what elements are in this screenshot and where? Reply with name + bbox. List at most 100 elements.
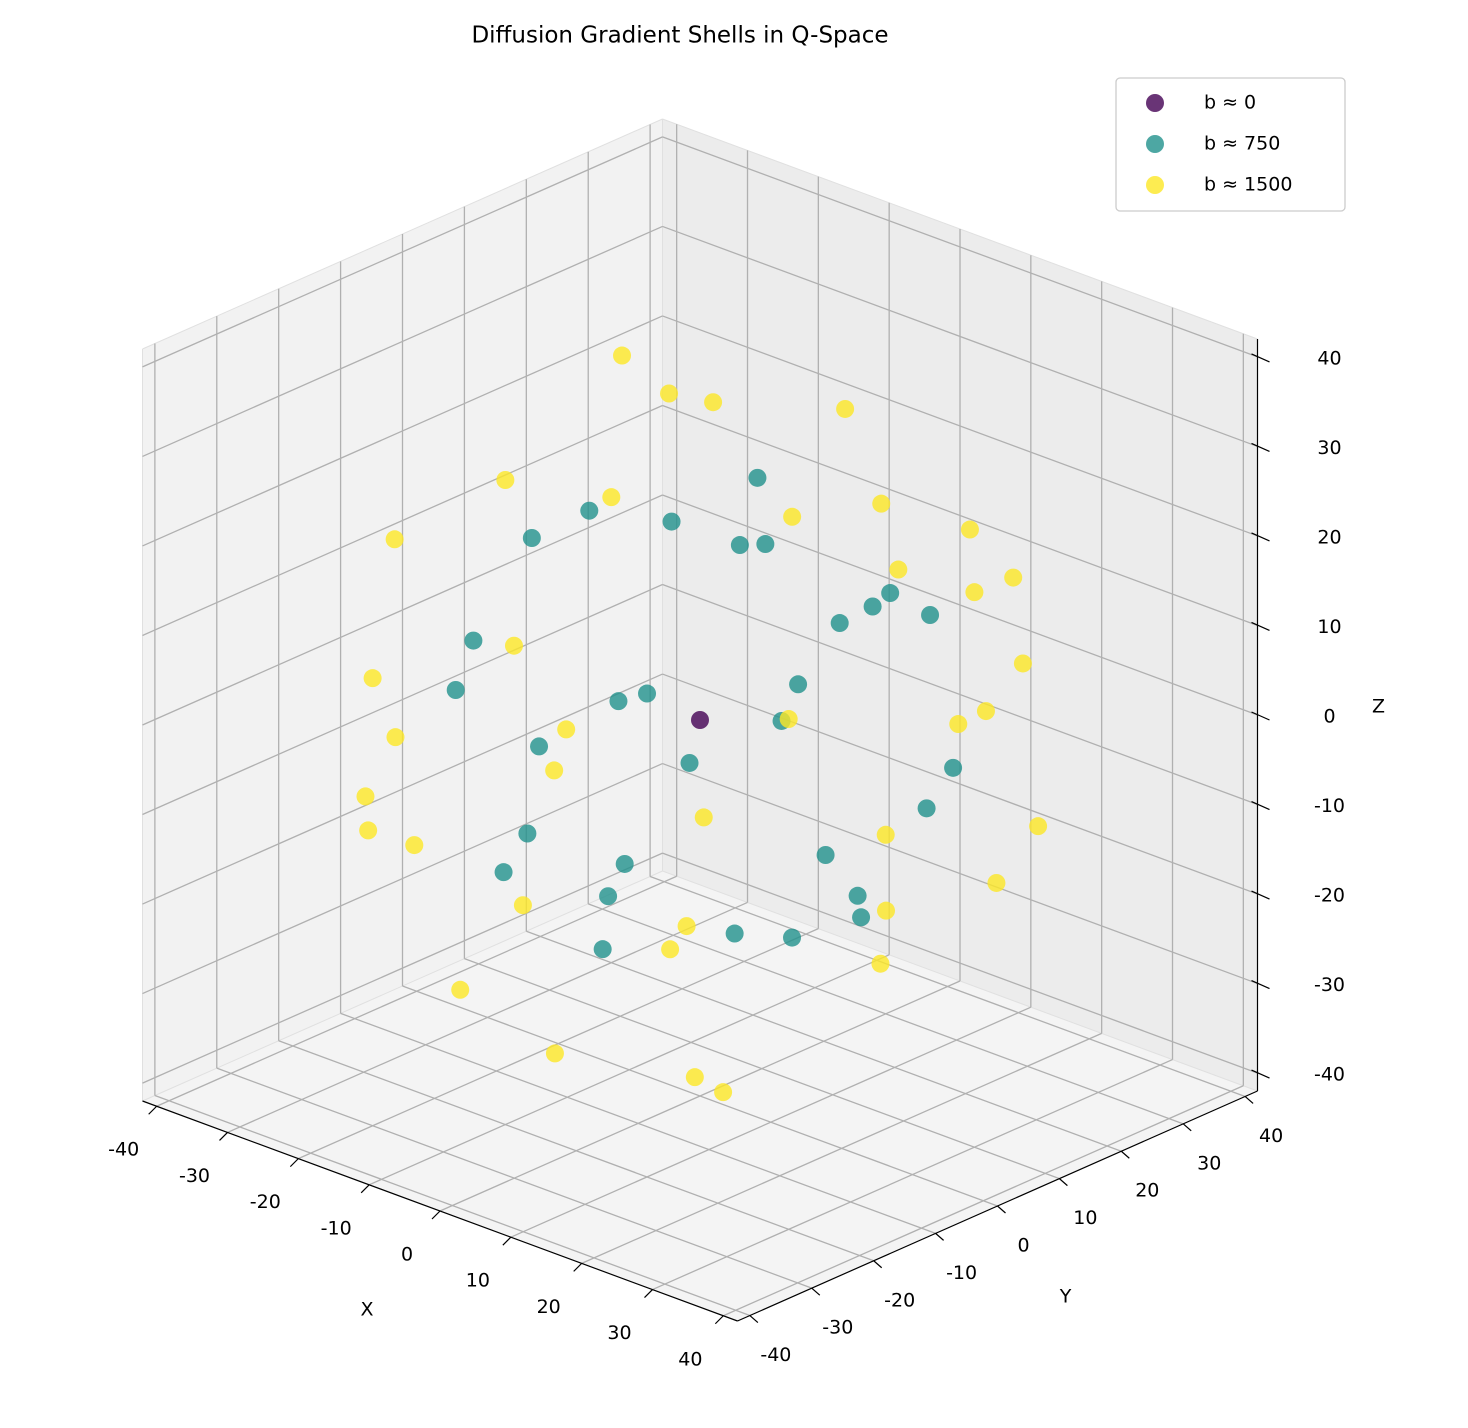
y-tick-label: -10 [946,1262,977,1284]
point [944,758,963,777]
z-tick [1251,353,1270,363]
point [748,468,767,487]
grid-line [142,404,663,637]
point [863,597,882,616]
z-tick-label: 40 [1317,347,1341,369]
x-tick [219,1132,228,1141]
z-tick-label: -40 [1314,1064,1345,1086]
grid-line [662,673,1258,895]
y-tick [1244,1096,1254,1104]
point [363,669,382,688]
point [949,715,968,734]
point [1029,817,1048,836]
z-tick-label: 20 [1317,526,1341,548]
x-tick [644,1289,653,1298]
z-tick-label: 10 [1317,616,1341,638]
point [356,787,375,806]
z-tick-label: -30 [1314,974,1345,996]
point [877,901,896,920]
z-tick [1251,890,1270,900]
y-axis [737,1090,1258,1322]
y-tick-label: 30 [1197,1152,1221,1174]
point [359,821,378,840]
point [836,399,855,418]
grid-line [278,1040,874,1262]
point [779,710,798,729]
x-tick [289,1158,299,1168]
point [889,560,908,579]
x-axis-label: X [360,1299,373,1321]
y-tick-label: 20 [1135,1180,1159,1202]
legend-box [1115,77,1346,212]
point [464,631,483,650]
point [385,530,404,549]
point [494,863,513,882]
grid-line [142,315,663,547]
legend-label: b ≈ 1500 [1204,174,1292,196]
point [386,728,405,747]
point [580,501,599,520]
x-tick-label: 20 [537,1296,561,1318]
point [518,824,537,843]
point [965,583,984,602]
legend-marker [1146,135,1164,153]
z-tick-label: -20 [1314,885,1345,907]
point [599,887,618,906]
grid-line [662,315,1258,537]
point [557,720,576,739]
point [848,886,867,905]
grid-line [402,985,998,1207]
point [615,854,634,873]
z-tick [1251,800,1270,811]
point [661,940,680,959]
x-tick [431,1210,441,1220]
x-tick [360,1184,370,1194]
point [830,614,849,633]
grid-line [142,583,663,816]
y-tick [1182,1123,1192,1132]
grid-line [662,136,1258,358]
z-tick [1251,621,1270,632]
point [976,702,995,721]
x-axis [142,1100,738,1322]
y-tick [1120,1150,1130,1159]
y-tick-label: -40 [760,1344,791,1366]
grid-line [142,673,663,905]
y-axis-label: Y [1059,1286,1072,1308]
x-tick-label: 30 [607,1322,631,1344]
grid-line [526,930,1122,1152]
y-tick-label: 40 [1259,1125,1283,1147]
point [545,761,564,780]
point [613,346,632,365]
grid-line [662,583,1258,806]
x-tick-label: 40 [678,1348,702,1370]
grid-line [216,1067,813,1289]
x-tick [714,1315,724,1325]
point [789,675,808,694]
point [545,1044,564,1063]
point [921,606,940,624]
legend-label: b ≈ 750 [1204,133,1280,155]
point [609,692,628,711]
point [638,684,657,703]
point [660,384,679,403]
point [725,924,744,943]
y-tick-label: -20 [884,1289,915,1311]
z-tick [1251,532,1270,542]
point [530,737,549,756]
point [714,1083,733,1102]
grid-line [142,852,663,1084]
x-tick-label: -40 [108,1139,139,1161]
point [522,529,541,547]
point [816,846,835,864]
grid-line [662,762,1258,985]
point [513,896,532,915]
grid-line [340,1012,936,1234]
point [1013,654,1032,673]
point [881,584,900,603]
z-tick-label: 30 [1317,437,1341,459]
point [691,711,709,729]
grid-line [142,225,663,458]
